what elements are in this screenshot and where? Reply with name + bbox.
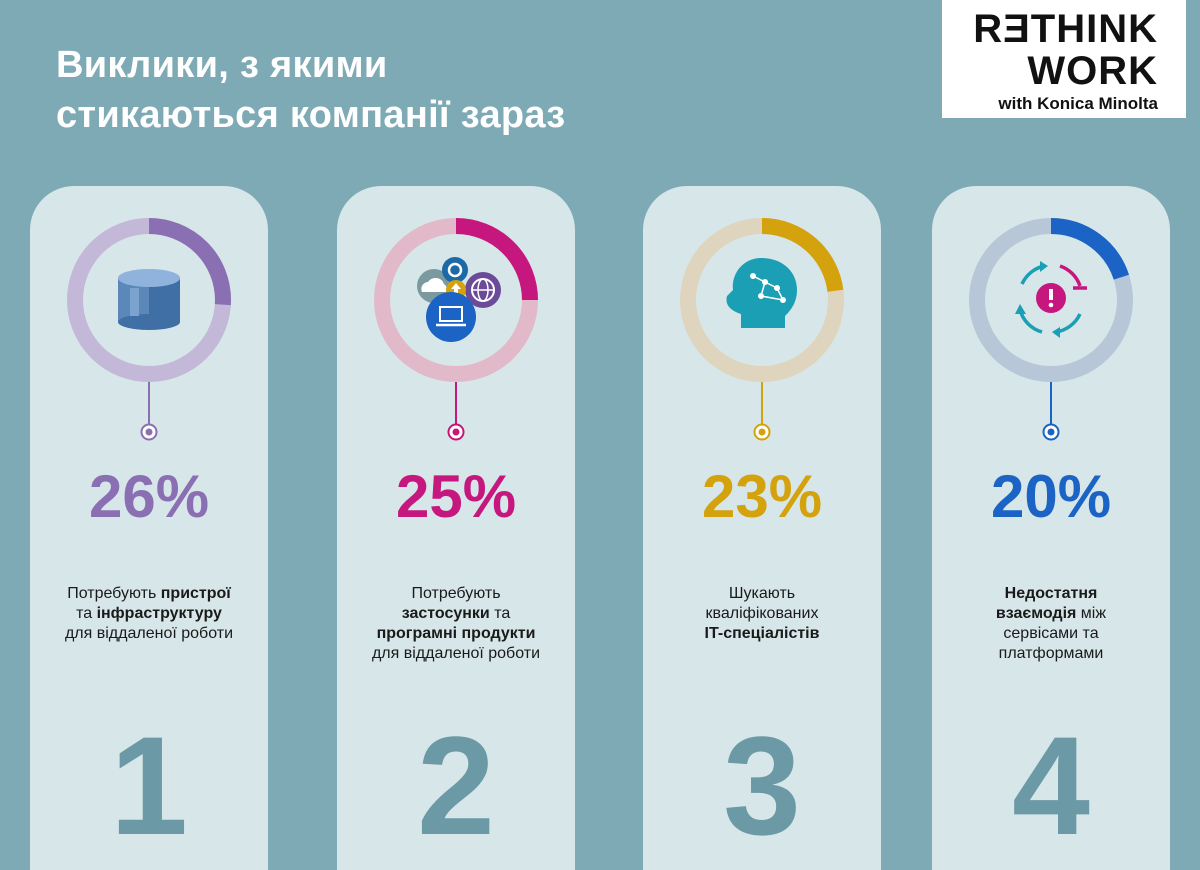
desc-4-bold-a: Недостатня bbox=[1004, 585, 1098, 602]
connector-dot-center-4 bbox=[1047, 428, 1055, 436]
desc-3-bold-c: IT-спеціалістів bbox=[704, 625, 820, 642]
page-title: Виклики, з якими стикаються компанії зар… bbox=[56, 40, 696, 140]
desc-1-text-e: для віддаленої роботи bbox=[64, 625, 234, 642]
connector-dot-center-2 bbox=[452, 428, 460, 436]
desc-3-text-b: кваліфікованих bbox=[705, 605, 819, 622]
card-number-3: 3 bbox=[723, 707, 801, 864]
desc-4-bold-b: взаємодія bbox=[995, 605, 1077, 622]
percent-value-1: 26% bbox=[88, 463, 210, 530]
title-line-1: Виклики, з якими bbox=[56, 44, 388, 86]
challenge-card-1: 26% Потребують пристрої та інфраструктур… bbox=[30, 186, 268, 870]
desc-1-text-a: Потребують bbox=[67, 585, 161, 602]
donut-arc-4 bbox=[969, 218, 1133, 382]
cycle-alert-icon bbox=[1015, 261, 1087, 338]
ai-head-icon bbox=[726, 258, 797, 328]
logo-line-work: WORK bbox=[1027, 49, 1158, 93]
desc-1-text-c: та bbox=[76, 605, 97, 622]
connector-dot-center-1 bbox=[145, 428, 153, 436]
rethink-work-logo: RƎTHINK WORK with Konica Minolta bbox=[942, 0, 1186, 118]
donut-arc-2 bbox=[374, 218, 538, 382]
desc-2-text-a: Потребують bbox=[411, 585, 501, 602]
percent-value-3: 23% bbox=[701, 463, 823, 530]
desc-1-bold-d: інфраструктуру bbox=[96, 605, 222, 622]
connector-dot-center-3 bbox=[758, 428, 766, 436]
percent-value-2: 25% bbox=[395, 463, 517, 530]
logo-line-rethink: RƎTHINK bbox=[973, 7, 1158, 51]
donut-arc-1 bbox=[67, 218, 231, 382]
challenge-card-2: 25% Потребують застосунки та програмні п… bbox=[337, 186, 575, 870]
apps-cloud-globe-laptop-icon bbox=[417, 257, 501, 342]
challenge-description-2: Потребують застосунки та програмні проду… bbox=[345, 584, 567, 664]
desc-2-bold-b: застосунки bbox=[401, 605, 490, 622]
donut-chart-4 bbox=[969, 218, 1133, 441]
card-number-2: 2 bbox=[417, 707, 495, 864]
card-number-1: 1 bbox=[110, 707, 188, 864]
donut-chart-3 bbox=[680, 218, 844, 441]
donut-chart-2 bbox=[374, 218, 538, 441]
card-number-4: 4 bbox=[1012, 707, 1090, 864]
title-line-2: стикаються компанії зараз bbox=[56, 94, 566, 136]
challenge-description-3: Шукають кваліфікованих IT-спеціалістів bbox=[651, 584, 873, 644]
challenge-description-1: Потребують пристрої та інфраструктуру дл… bbox=[38, 584, 260, 644]
desc-4-text-e: платформами bbox=[998, 645, 1104, 662]
donut-chart-1 bbox=[67, 218, 231, 441]
percent-value-4: 20% bbox=[990, 463, 1112, 530]
challenge-card-4: 20% Недостатня взаємодія між сервісами т… bbox=[932, 186, 1170, 870]
desc-4-text-c: між bbox=[1076, 605, 1107, 622]
logo-line-konica: with Konica Minolta bbox=[998, 94, 1158, 113]
challenge-card-3: 23% Шукають кваліфікованих IT-спеціаліст… bbox=[643, 186, 881, 870]
challenge-description-4: Недостатня взаємодія між сервісами та пл… bbox=[940, 584, 1162, 664]
desc-2-bold-d: програмні продукти bbox=[376, 625, 536, 642]
donut-arc-3 bbox=[680, 218, 844, 382]
desc-3-text-a: Шукають bbox=[728, 585, 796, 602]
storage-cylinder-icon bbox=[118, 269, 180, 330]
desc-2-text-e: для віддаленої роботи bbox=[371, 645, 541, 662]
desc-2-text-c: та bbox=[489, 605, 511, 622]
desc-4-text-d: сервісами та bbox=[1003, 625, 1099, 642]
desc-1-bold-b: пристрої bbox=[160, 585, 231, 602]
